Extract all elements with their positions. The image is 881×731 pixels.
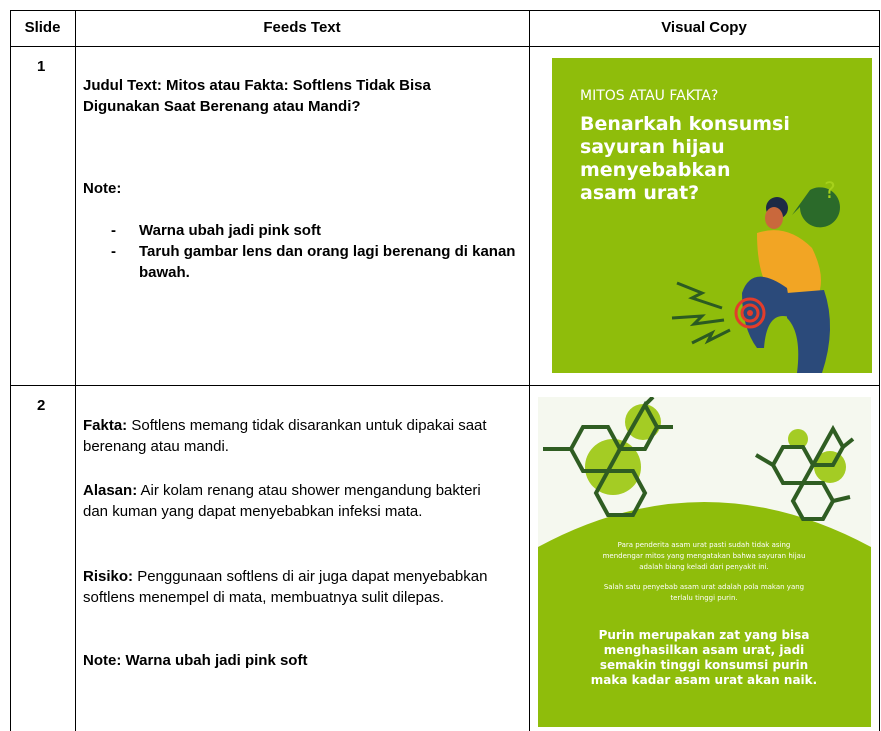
note: Note: Warna ubah jadi pink soft <box>83 652 308 669</box>
pain-ring <box>747 310 753 316</box>
bubble-mark: ? <box>824 179 836 204</box>
bold-line: menghasilkan asam urat, jadi <box>604 643 805 657</box>
bullet-dash: - <box>111 222 116 239</box>
pain-ring <box>734 297 766 329</box>
small-line: terlalu tinggi purin. <box>670 594 737 602</box>
leg <box>742 276 792 348</box>
bold-line: maka kadar asam urat akan naik. <box>591 673 817 687</box>
border <box>75 10 76 731</box>
paragraph: Alasan: Air kolam renang atau shower men… <box>83 480 493 522</box>
small-line: mendengar mitos yang mengatakan bahwa sa… <box>603 552 806 560</box>
border <box>10 46 880 47</box>
paragraph: Fakta: Softlens memang tidak disarankan … <box>83 415 513 457</box>
border <box>10 385 880 386</box>
border <box>529 10 530 731</box>
molecule <box>543 397 855 521</box>
dome <box>538 502 871 727</box>
bold-line: semakin tinggi konsumsi purin <box>600 658 808 672</box>
dot <box>788 429 808 449</box>
header-cell: Feeds Text <box>263 19 341 36</box>
zigzag <box>671 281 731 345</box>
bullet-dash: - <box>111 243 116 260</box>
feeds-title: Judul Text: Mitos atau Fakta: Softlens T… <box>83 77 431 115</box>
dot <box>585 439 641 495</box>
label: Alasan: <box>83 482 138 499</box>
speech-bubble <box>792 187 840 228</box>
bullet: Warna ubah jadi pink soft <box>139 222 321 239</box>
small-text: Para penderita asam urat pasti sudah tid… <box>603 541 806 602</box>
kicker: MITOS ATAU FAKTA? <box>580 88 718 104</box>
small-line: Para penderita asam urat pasti sudah tid… <box>618 541 791 549</box>
label: Fakta: <box>83 417 128 434</box>
note-label: Note: <box>83 180 122 197</box>
header-cell: Visual Copy <box>661 19 747 36</box>
headline: sayuran hijau <box>580 136 725 158</box>
dot <box>625 404 661 440</box>
label: Risiko: <box>83 568 134 585</box>
text: Penggunaan softlens di air juga dapat me… <box>83 568 488 606</box>
small-line: Salah satu penyebab asam urat adalah pol… <box>604 583 804 591</box>
border <box>879 10 880 731</box>
headline: asam urat? <box>580 182 699 204</box>
bullet: Taruh gambar lens dan orang lagi berenan… <box>139 243 516 281</box>
paragraph: Risiko: Penggunaan softlens di air juga … <box>83 566 513 608</box>
leg <box>787 290 831 373</box>
visual-2: Para penderita asam urat pasti sudah tid… <box>538 397 871 727</box>
border <box>10 10 880 11</box>
slide-number: 2 <box>37 397 46 414</box>
head <box>765 207 783 229</box>
headline: menyebabkan <box>580 159 731 181</box>
text: Softlens memang tidak disarankan untuk d… <box>83 417 487 455</box>
border <box>10 10 11 731</box>
header-cell: Slide <box>24 19 61 36</box>
visual-1: MITOS ATAU FAKTA? Benarkah konsumsi sayu… <box>552 58 872 373</box>
headline: Benarkah konsumsi <box>580 113 790 135</box>
bold-text: Purin merupakan zat yang bisa menghasilk… <box>591 628 817 687</box>
bold-line: Purin merupakan zat yang bisa <box>599 628 810 642</box>
text: Air kolam renang atau shower mengandung … <box>83 482 481 520</box>
slide-number: 1 <box>37 58 46 75</box>
small-line: adalah biang keladi dari penyakit ini. <box>639 563 769 571</box>
pain-ring <box>740 303 760 323</box>
